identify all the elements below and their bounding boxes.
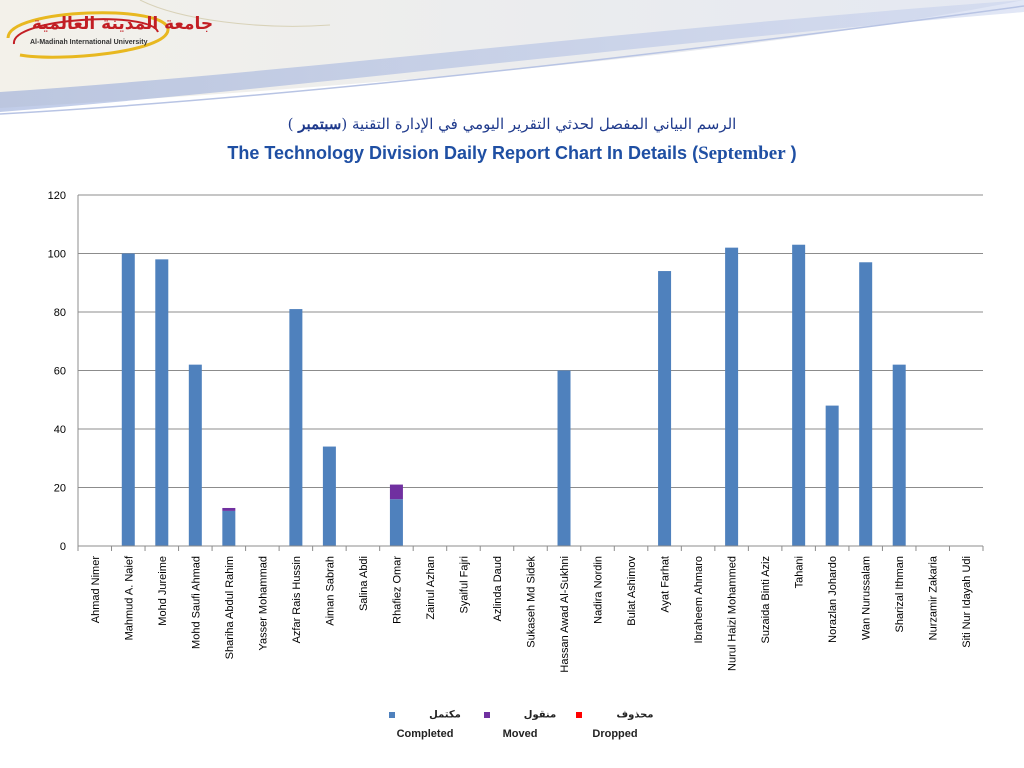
bar-moved [389, 484, 403, 500]
x-tick-label: Azlinda Daud [492, 556, 504, 621]
x-tick-label: Suzaida Binti Aziz [760, 556, 772, 643]
chart-axes [77, 195, 984, 551]
x-tick-label: Rhafiez Omar [391, 556, 403, 624]
chart-legend: مكتمل Completed منقول Moved محذوف Dropped [380, 706, 660, 740]
chart-bars [121, 244, 906, 546]
bar-completed [658, 271, 672, 546]
x-tick-label: Tahani [794, 556, 806, 588]
bar-completed [557, 370, 571, 546]
y-tick-label: 20 [54, 483, 66, 495]
legend-swatch [483, 711, 490, 718]
y-tick-label: 0 [60, 541, 66, 553]
x-axis-labels: Ahmad Nimer Mahmud A. Naief Mohd Jureime Mo… [90, 555, 973, 673]
bar-completed [725, 247, 739, 546]
x-tick-label: Norazlan Johardo [827, 556, 839, 643]
y-tick-label: 100 [48, 249, 66, 261]
legend-item-moved: منقول Moved [475, 706, 565, 740]
bar-completed [222, 510, 236, 546]
x-tick-label: Bulat Ashimov [626, 556, 638, 626]
x-tick-label: Mohd Saufi Ahmad [190, 556, 202, 649]
x-tick-label: Salina Abdi [358, 556, 370, 611]
x-tick-label: Syaiful Fajri [458, 556, 470, 613]
x-tick-label: Wan Nurussalam [861, 556, 873, 640]
x-tick-label: Mahmud A. Naief [123, 555, 135, 640]
chart-title-arabic: الرسم البياني المفصل لحدثي التقرير اليوم… [287, 115, 737, 133]
bar-completed [322, 446, 336, 546]
bar-completed [155, 259, 169, 546]
legend-item-completed: مكتمل Completed [380, 706, 470, 740]
header-banner [0, 0, 1024, 115]
legend-label-english: Moved [502, 728, 538, 740]
bar-completed [121, 253, 135, 546]
legend-label-arabic: محذوف [616, 709, 654, 721]
x-tick-label: Hassan Awad Al-Sukhni [559, 556, 571, 673]
logo-arabic: جامعة المدينة العالمية [32, 14, 214, 34]
x-tick-label: Sukaseh Md Sidek [526, 556, 538, 648]
x-tick-label: Yasser Mohammad [257, 556, 269, 651]
x-tick-label: Ayat Farhat [660, 556, 672, 613]
legend-swatch [576, 711, 583, 718]
bar-completed [289, 309, 303, 546]
bar-completed [389, 499, 403, 546]
legend-item-dropped: محذوف Dropped [570, 706, 660, 740]
x-tick-label: Nurul Haizi Mohammed [727, 556, 739, 671]
bar-completed [188, 364, 202, 546]
x-tick-label: Sharizal Ithman [894, 556, 906, 632]
legend-label-english: Dropped [592, 728, 638, 740]
bar-completed [892, 364, 906, 546]
x-tick-label: Aiman Sabrah [324, 556, 336, 626]
x-tick-label: Mohd Jureime [157, 556, 169, 626]
x-tick-label: Ibraheem Ahmaro [693, 556, 705, 643]
x-tick-label: Nurzamir Zakaria [928, 555, 940, 640]
bar-completed [825, 405, 839, 546]
legend-label-arabic: مكتمل [429, 709, 461, 721]
legend-label-english: Completed [396, 728, 454, 740]
x-tick-label: Azfar Rais Hussin [291, 556, 303, 643]
legend-label-arabic: منقول [523, 709, 557, 721]
y-tick-label: 60 [54, 366, 66, 378]
x-tick-label: Zainul Azhan [425, 556, 437, 620]
y-axis-labels: 0 20 40 60 80 100 120 [48, 190, 66, 553]
y-tick-label: 120 [48, 190, 66, 202]
chart-title-english: The Technology Division Daily Report Cha… [227, 143, 797, 164]
bar-completed [792, 244, 806, 546]
x-tick-label: Siti Nur Idayah Udi [961, 556, 973, 648]
logo-english: Al-Madinah International University [30, 39, 148, 46]
x-tick-label: Nadira Nordin [593, 556, 605, 624]
legend-swatch [389, 711, 396, 718]
bar-completed [859, 262, 873, 546]
x-tick-label: Ahmad Nimer [90, 556, 102, 624]
bar-moved [222, 507, 236, 511]
y-tick-label: 40 [54, 424, 66, 436]
x-tick-label: Shariha Abdul Rahim [224, 556, 236, 659]
y-tick-label: 80 [54, 307, 66, 319]
chart-grid [78, 194, 983, 547]
